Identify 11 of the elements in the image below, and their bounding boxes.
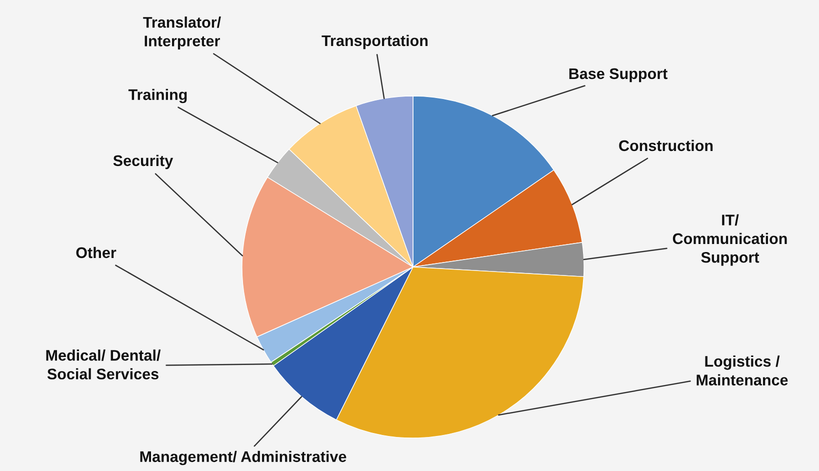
slice-label: Base Support — [569, 68, 668, 82]
slice-label: Translator/ Interpreter — [143, 16, 221, 50]
slice-label: IT/ Communication Support — [672, 214, 787, 266]
slice-label: Security — [113, 154, 174, 170]
slice-label: Transportation — [322, 34, 428, 50]
slice-label: Medical/ Dental/ Social Services — [46, 350, 161, 380]
slice-label: Construction — [619, 140, 713, 152]
slice-label: Management/ Administrative — [140, 450, 346, 466]
slice-label: Other — [76, 246, 116, 258]
slice-label: Logistics / Maintenance — [696, 356, 788, 386]
slice-label: Training — [128, 88, 187, 104]
